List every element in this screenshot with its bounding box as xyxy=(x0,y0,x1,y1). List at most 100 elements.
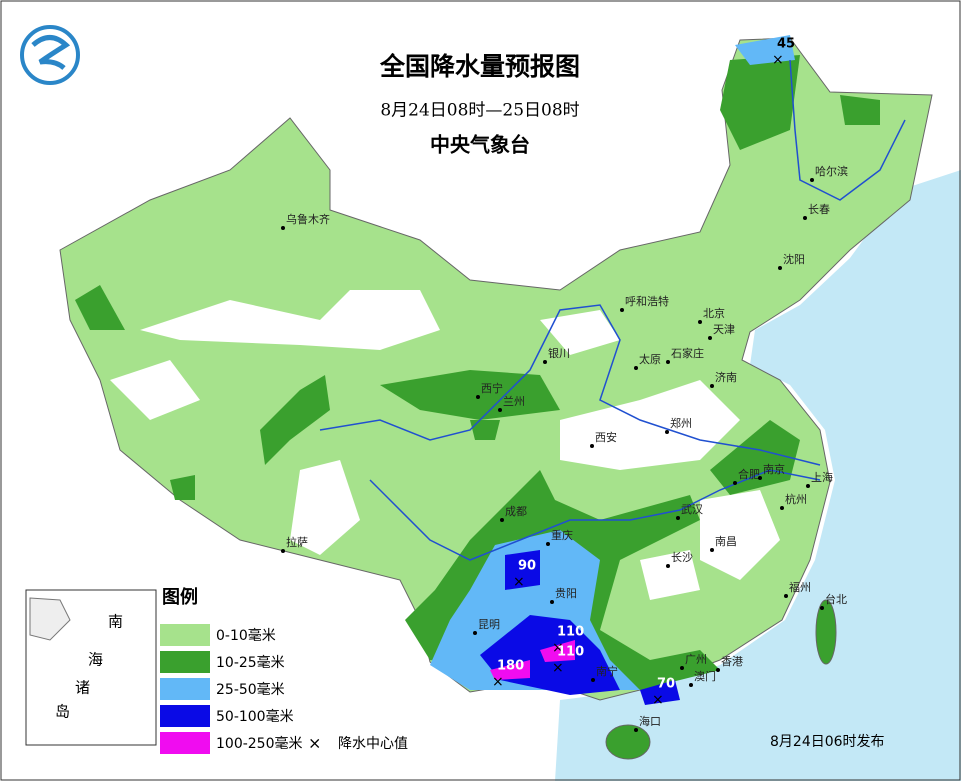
legend-label: 10-25毫米 xyxy=(216,654,285,671)
city-label: 广州 xyxy=(685,653,707,666)
city-label: 海口 xyxy=(639,714,661,728)
city-dot xyxy=(784,594,788,598)
center-value: 45 xyxy=(777,37,795,52)
city-label: 贵阳 xyxy=(555,587,577,600)
center-cross: × xyxy=(492,674,504,690)
legend-swatch xyxy=(160,678,210,700)
legend-label: 100-250毫米 xyxy=(216,735,303,752)
city-label: 西宁 xyxy=(481,381,503,395)
city-dot xyxy=(733,481,737,485)
city-dot xyxy=(758,476,762,480)
city-dot xyxy=(666,564,670,568)
legend-marker-label: 降水中心值 xyxy=(338,736,408,752)
city-label: 重庆 xyxy=(551,528,573,542)
sea xyxy=(555,170,961,781)
issuer: 中央气象台 xyxy=(430,133,530,157)
city-label: 哈尔滨 xyxy=(815,164,848,178)
legend-label: 50-100毫米 xyxy=(216,708,294,725)
city-label: 长春 xyxy=(808,203,830,216)
city-dot xyxy=(473,631,477,635)
city-dot xyxy=(546,542,550,546)
city-dot xyxy=(634,366,638,370)
city-dot xyxy=(281,549,285,553)
city-dot xyxy=(780,506,784,510)
city-label: 石家庄 xyxy=(671,346,704,360)
city-dot xyxy=(666,360,670,364)
city-label: 澳门 xyxy=(694,669,716,683)
center-cross: × xyxy=(552,640,564,656)
center-cross: × xyxy=(652,692,664,708)
city-dot xyxy=(500,518,504,522)
city-dot xyxy=(708,336,712,340)
logo-mark xyxy=(31,35,71,70)
city-dot xyxy=(698,320,702,324)
legend-swatch xyxy=(160,651,210,673)
city-label: 成都 xyxy=(505,505,527,518)
taiwan xyxy=(815,599,837,665)
city-dot xyxy=(665,430,669,434)
city-label: 昆明 xyxy=(478,618,500,631)
legend-swatch xyxy=(160,705,210,727)
city-dot xyxy=(803,216,807,220)
legend-label: 25-50毫米 xyxy=(216,681,285,698)
city-dot xyxy=(676,516,680,520)
inset-label: 南 xyxy=(108,613,123,631)
city-label: 香港 xyxy=(721,655,743,668)
center-value: 110 xyxy=(557,625,584,640)
heavy-rainstorm-areas xyxy=(490,640,575,680)
city-dot xyxy=(620,308,624,312)
city-label: 杭州 xyxy=(785,492,807,506)
legend-marker: × xyxy=(308,734,321,753)
city-label: 兰州 xyxy=(503,395,525,408)
inset-label: 岛 xyxy=(55,703,70,721)
city-dot xyxy=(590,444,594,448)
city-label: 银川 xyxy=(548,346,570,360)
title: 全国降水量预报图 xyxy=(379,52,580,81)
no-rain-areas xyxy=(110,290,780,600)
city-dot xyxy=(806,484,810,488)
city-label: 沈阳 xyxy=(783,252,805,266)
legend-label: 0-10毫米 xyxy=(216,627,276,644)
city-dot xyxy=(281,226,285,230)
city-label: 天津 xyxy=(713,323,735,336)
logo xyxy=(20,25,80,85)
city-label: 福州 xyxy=(789,580,811,594)
city-dot xyxy=(716,668,720,672)
inset-label: 海 xyxy=(88,651,103,669)
footer: 8月24日06时发布 xyxy=(770,734,885,750)
city-label: 北京 xyxy=(703,306,725,320)
city-dot xyxy=(680,666,684,670)
inset: 南 海 诸 岛 xyxy=(25,589,157,746)
city-dot xyxy=(634,728,638,732)
center-cross: × xyxy=(772,52,784,68)
city-dot xyxy=(591,678,595,682)
city-dot xyxy=(543,360,547,364)
legend-swatch xyxy=(160,732,210,754)
inset-label: 诸 xyxy=(75,679,90,697)
hainan xyxy=(605,724,651,760)
city-label: 合肥 xyxy=(738,467,760,481)
legend-swatch xyxy=(160,624,210,646)
center-cross: × xyxy=(513,574,525,590)
city-dot xyxy=(498,408,502,412)
city-label: 南昌 xyxy=(715,535,737,548)
city-label: 长沙 xyxy=(671,551,693,564)
city-dot xyxy=(476,395,480,399)
city-label: 南宁 xyxy=(596,664,618,678)
city-label: 济南 xyxy=(715,370,737,384)
city-dot xyxy=(550,600,554,604)
inset-coast xyxy=(29,597,71,641)
legend-title: 图例 xyxy=(162,586,198,608)
city-label: 太原 xyxy=(639,353,661,366)
city-dot xyxy=(810,178,814,182)
city-label: 上海 xyxy=(811,470,833,484)
city-label: 西安 xyxy=(595,430,617,444)
city-dot xyxy=(689,683,693,687)
center-value: 110 xyxy=(557,645,584,660)
city-dot xyxy=(820,606,824,610)
city-label: 拉萨 xyxy=(286,535,308,549)
city-label: 武汉 xyxy=(681,503,703,516)
center-value: 70 xyxy=(657,677,675,692)
